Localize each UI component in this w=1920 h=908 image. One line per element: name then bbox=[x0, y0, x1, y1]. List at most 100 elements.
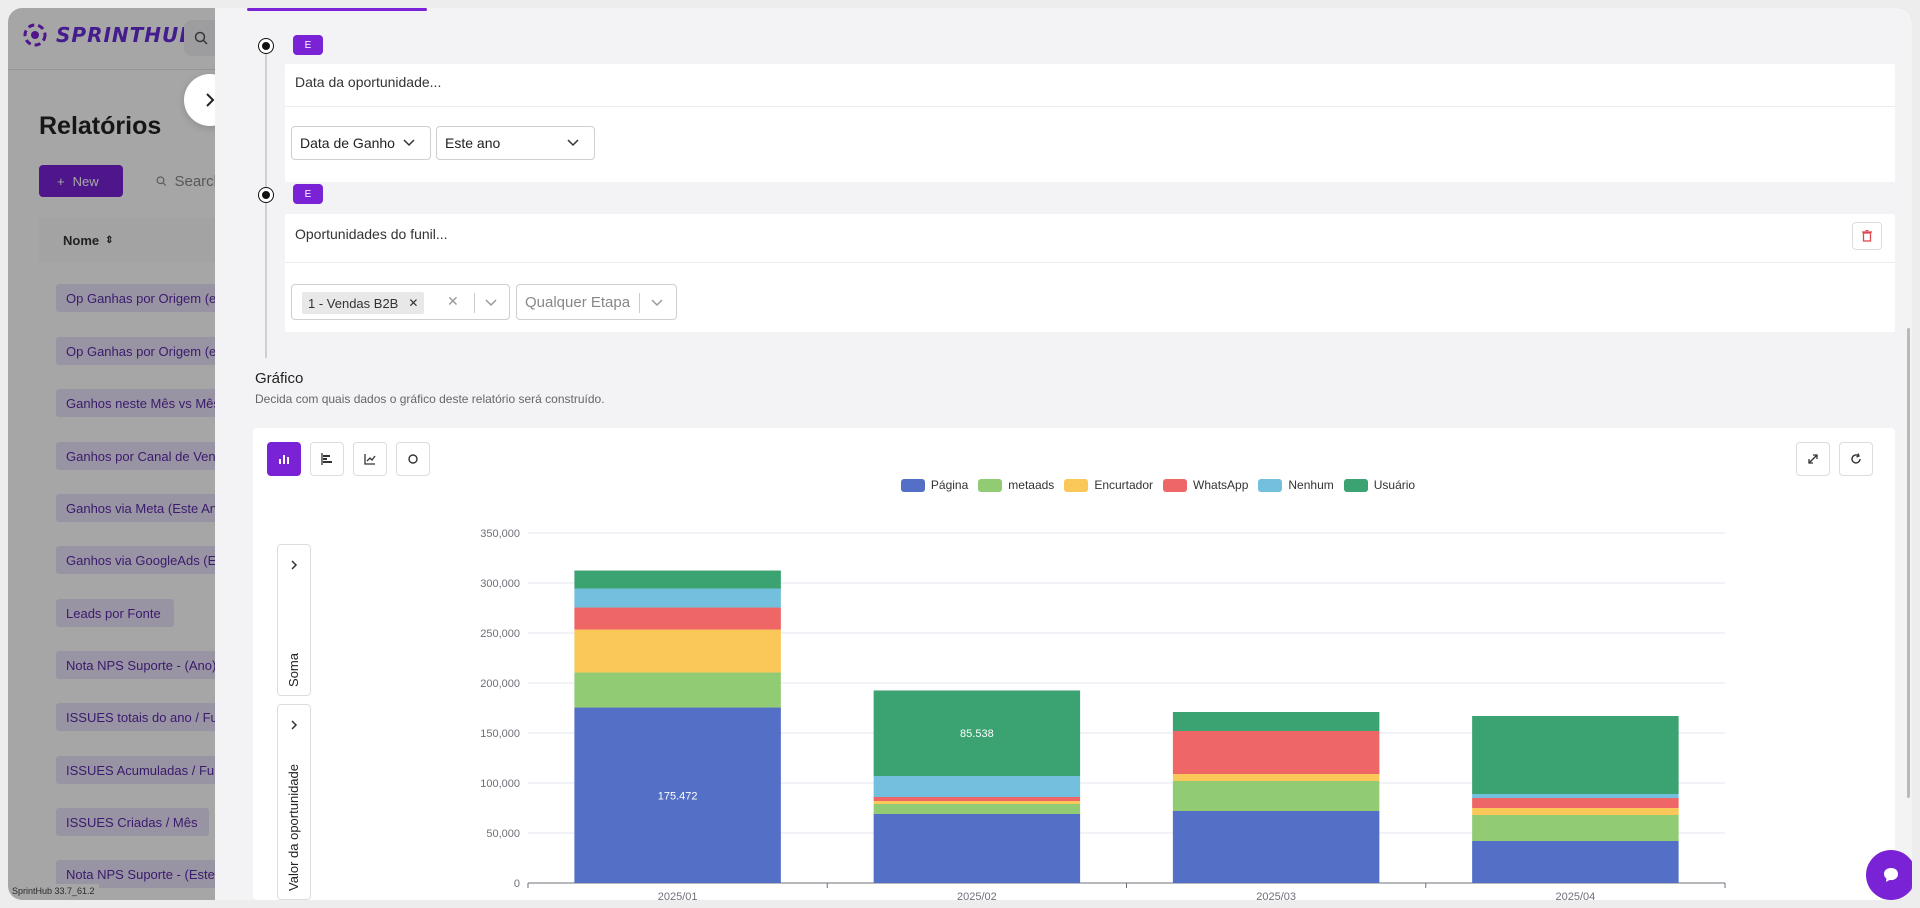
clear-icon[interactable]: ✕ bbox=[447, 293, 459, 309]
version-label: SprintHub 33.7_61.2 bbox=[8, 884, 99, 898]
report-list-item[interactable]: Ganhos via GoogleAds (Este Ano) bbox=[56, 546, 226, 574]
swap-axes-button[interactable] bbox=[1796, 442, 1830, 476]
column-header-nome[interactable]: Nome ⇕ bbox=[39, 218, 239, 262]
legend-label: Usuário bbox=[1373, 478, 1416, 492]
condition-field-label: Oportunidades do funil... bbox=[295, 226, 448, 242]
search-placeholder: Search bbox=[174, 172, 222, 190]
chevron-down-icon bbox=[485, 299, 497, 307]
chevron-right-icon bbox=[291, 720, 298, 730]
new-report-button[interactable]: + New bbox=[39, 165, 123, 197]
legend-item[interactable]: Usuário bbox=[1343, 478, 1416, 492]
date-field-select[interactable]: Data de Ganho bbox=[291, 126, 431, 160]
bar-segment[interactable] bbox=[1472, 716, 1679, 794]
report-list-item[interactable]: Nota NPS Suporte - (Este Mês) bbox=[56, 860, 226, 888]
y-tick-label: 200,000 bbox=[480, 678, 520, 690]
bar-segment[interactable] bbox=[873, 814, 1081, 883]
chat-support-button[interactable] bbox=[1866, 850, 1912, 900]
bar-segment[interactable] bbox=[1472, 841, 1679, 883]
report-list-item[interactable]: Op Ganhas por Origem (este ano) bbox=[56, 284, 226, 312]
funnel-multiselect[interactable]: 1 - Vendas B2B ✕ ✕ bbox=[291, 284, 510, 320]
stage-select[interactable]: Qualquer Etapa bbox=[516, 284, 677, 320]
app-window: SPRINTHUB Relatórios + New Search Nome ⇕… bbox=[8, 8, 1912, 900]
bar-segment[interactable] bbox=[574, 570, 781, 589]
bar-segment[interactable] bbox=[1172, 781, 1380, 811]
chip-remove-icon[interactable]: ✕ bbox=[408, 296, 419, 310]
bar-segment[interactable] bbox=[1172, 811, 1380, 883]
operator-badge[interactable]: E bbox=[293, 35, 323, 55]
divider bbox=[285, 106, 1895, 107]
bar-chart-button[interactable] bbox=[267, 442, 301, 476]
legend-item[interactable]: Encurtador bbox=[1064, 478, 1153, 492]
legend-label: Nenhum bbox=[1288, 478, 1334, 492]
sort-icon: ⇕ bbox=[105, 234, 114, 246]
y-tick-label: 350,000 bbox=[480, 528, 520, 540]
report-list-item[interactable]: Ganhos por Canal de Vendas bbox=[56, 442, 226, 470]
active-tab-indicator bbox=[247, 8, 427, 11]
report-list-item[interactable]: ISSUES totais do ano / Funil bbox=[56, 703, 226, 731]
bar-segment[interactable] bbox=[574, 629, 781, 673]
horizontal-bar-icon bbox=[321, 453, 332, 465]
bar-segment[interactable] bbox=[873, 804, 1081, 814]
legend-label: metaads bbox=[1008, 478, 1055, 492]
report-list-item[interactable]: ISSUES Acumuladas / Funil bbox=[56, 756, 226, 784]
report-list-item[interactable]: Ganhos via Meta (Este Ano) bbox=[56, 494, 226, 522]
scrollbar[interactable] bbox=[1907, 328, 1910, 798]
app-logo[interactable]: SPRINTHUB bbox=[20, 20, 196, 50]
divider bbox=[285, 262, 1895, 263]
legend-item[interactable]: Nenhum bbox=[1258, 478, 1334, 492]
report-list-item[interactable]: ISSUES Criadas / Mês bbox=[56, 808, 209, 836]
legend-item[interactable]: WhatsApp bbox=[1163, 478, 1248, 492]
condition-card-funnel: Oportunidades do funil... 1 - Vendas B2B… bbox=[285, 214, 1895, 332]
bar-segment[interactable] bbox=[574, 672, 781, 708]
plus-icon: + bbox=[57, 173, 65, 189]
bar-segment[interactable] bbox=[1172, 712, 1380, 731]
search-icon bbox=[194, 31, 208, 45]
bar-segment[interactable] bbox=[1472, 794, 1679, 798]
legend-item[interactable]: metaads bbox=[978, 478, 1054, 492]
bar-segment[interactable] bbox=[873, 797, 1081, 801]
legend-swatch bbox=[1258, 478, 1283, 492]
new-button-label: New bbox=[72, 173, 99, 189]
legend-item[interactable]: Página bbox=[900, 478, 968, 492]
reload-chart-button[interactable] bbox=[1839, 442, 1873, 476]
funnel-chip: 1 - Vendas B2B ✕ bbox=[302, 292, 425, 314]
operator-badge[interactable]: E bbox=[293, 184, 323, 204]
sprinthub-logo-icon bbox=[23, 23, 47, 47]
report-list-item[interactable]: Op Ganhas por Origem (este mês) bbox=[56, 337, 226, 365]
pie-chart-button[interactable] bbox=[396, 442, 430, 476]
bar-segment[interactable] bbox=[1172, 774, 1380, 781]
report-list-item[interactable]: Nota NPS Suporte - (Ano) bbox=[56, 651, 226, 679]
bar-segment[interactable] bbox=[574, 588, 781, 608]
stacked-bar-chart: 0 50,000 100,000 150,000 200,000 250,000 300,0… bbox=[480, 528, 1726, 900]
legend-swatch bbox=[900, 478, 925, 492]
chevron-right-icon bbox=[291, 560, 298, 570]
legend-label: Encurtador bbox=[1094, 478, 1154, 492]
report-list-item[interactable]: Ganhos neste Mês vs Mês anterior bbox=[56, 389, 226, 417]
swap-icon bbox=[1808, 454, 1818, 464]
bar-segment[interactable] bbox=[873, 801, 1081, 804]
bar-segment[interactable] bbox=[574, 707, 781, 883]
bar-segment[interactable] bbox=[873, 690, 1081, 776]
aggregation-tab[interactable]: Soma bbox=[277, 544, 311, 696]
separator bbox=[639, 293, 640, 313]
period-value: Este ano bbox=[445, 135, 501, 151]
bar-segment[interactable] bbox=[1172, 731, 1380, 774]
delete-condition-button[interactable] bbox=[1852, 222, 1882, 250]
reload-icon bbox=[1851, 453, 1861, 464]
search-icon bbox=[156, 176, 167, 186]
bar-segment[interactable] bbox=[574, 607, 781, 630]
line-chart-button[interactable] bbox=[353, 442, 387, 476]
bar-segment[interactable] bbox=[1472, 815, 1679, 841]
bar-segment[interactable] bbox=[1472, 798, 1679, 808]
metric-tab[interactable]: Valor da oportunidade bbox=[277, 704, 311, 900]
legend-swatch bbox=[1064, 478, 1089, 492]
period-select[interactable]: Este ano bbox=[436, 126, 595, 160]
funnel-chip-label: 1 - Vendas B2B bbox=[308, 295, 399, 311]
report-list-item[interactable]: Leads por Fonte bbox=[56, 599, 174, 627]
horizontal-bar-button[interactable] bbox=[310, 442, 344, 476]
report-search-input[interactable]: Search bbox=[142, 165, 222, 197]
page-title: Relatórios bbox=[39, 112, 162, 140]
bar-segment[interactable] bbox=[1472, 808, 1679, 815]
bar-segment[interactable] bbox=[873, 776, 1081, 797]
chevron-down-icon bbox=[651, 299, 663, 307]
